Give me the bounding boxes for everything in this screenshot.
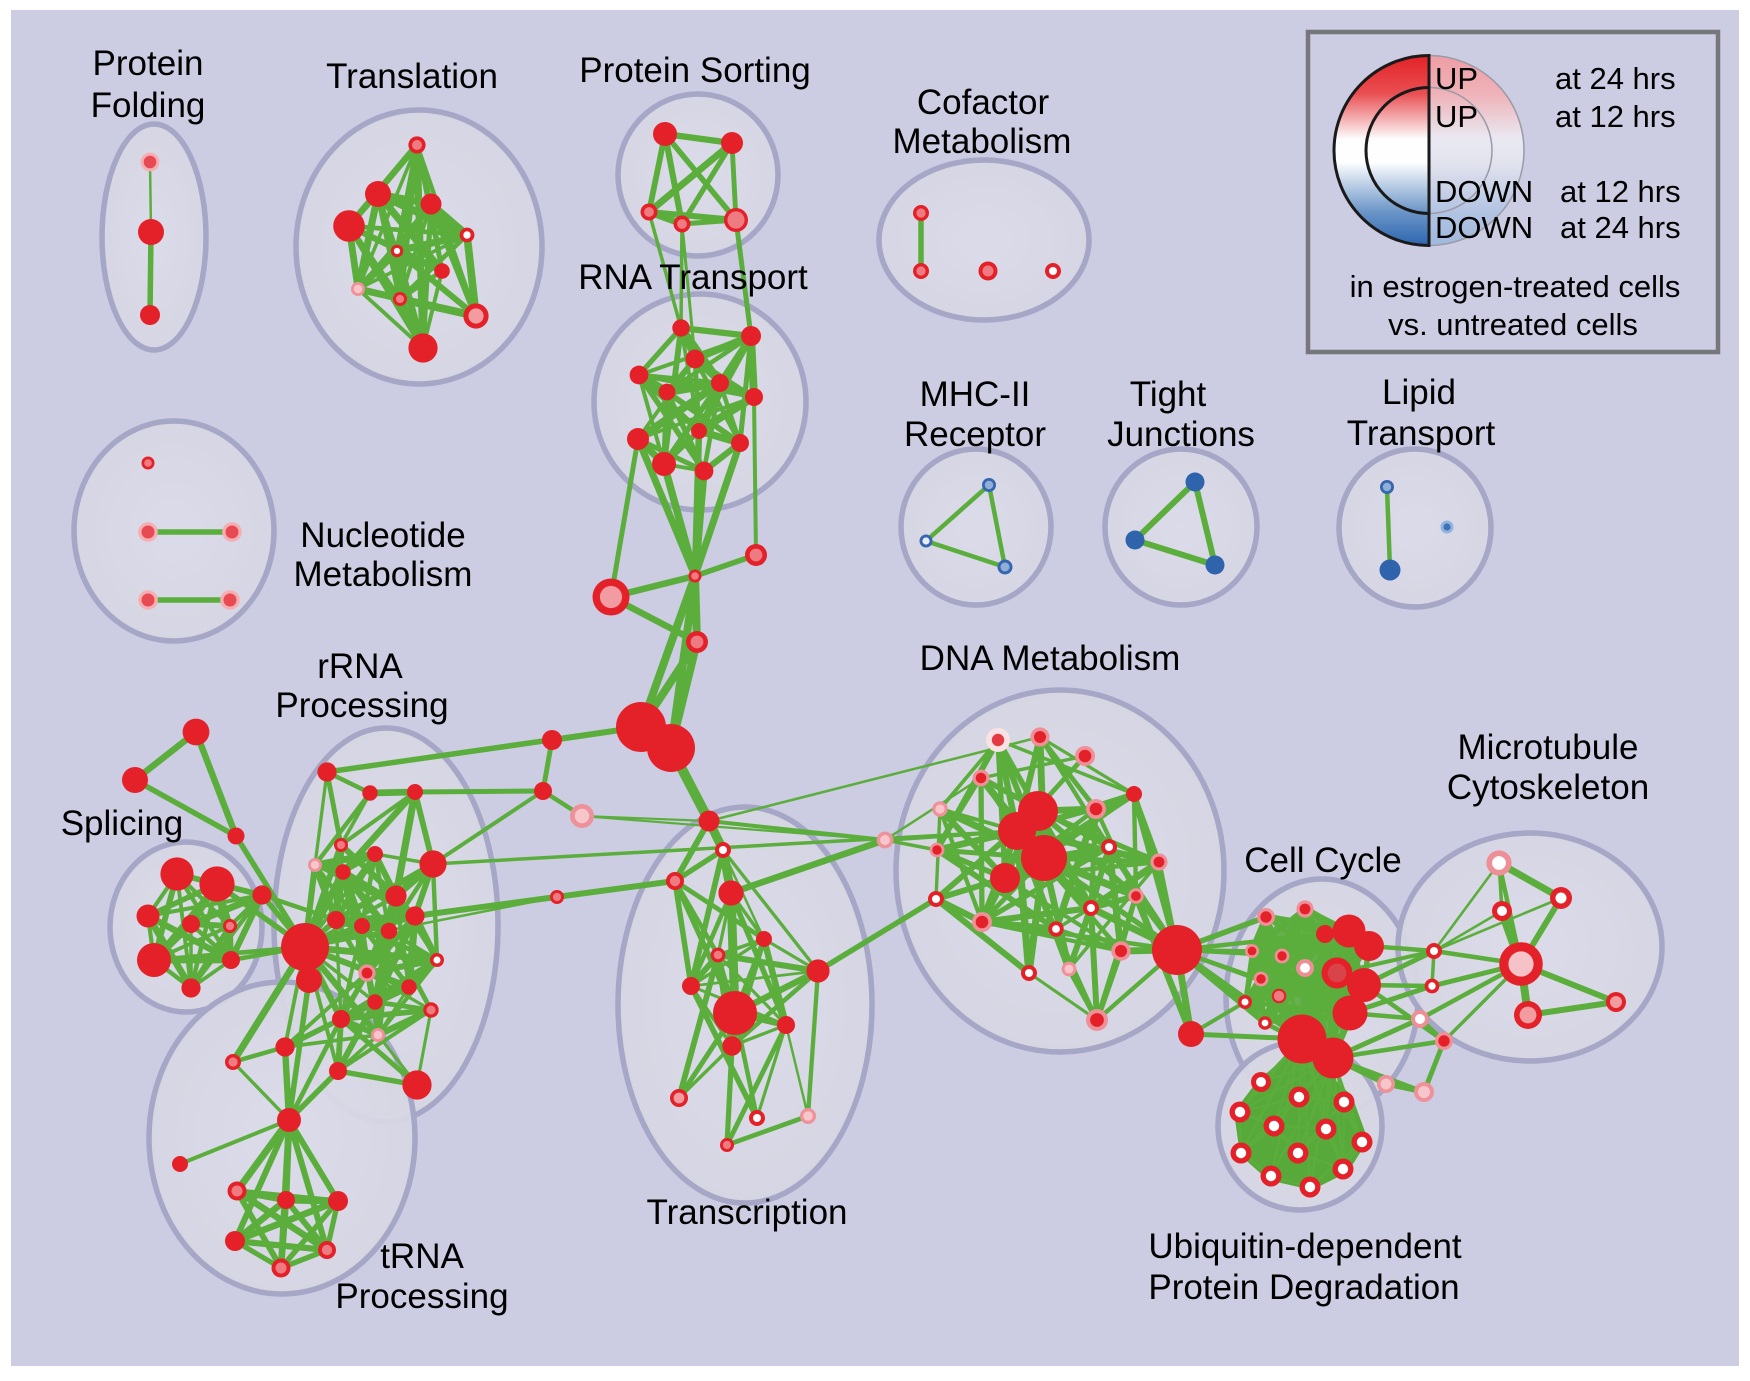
svg-text:DOWN: DOWN — [1435, 174, 1533, 209]
svg-text:Nucleotide: Nucleotide — [300, 516, 465, 555]
svg-text:at 12 hrs: at 12 hrs — [1560, 174, 1681, 209]
svg-text:Receptor: Receptor — [904, 415, 1046, 454]
svg-text:Metabolism: Metabolism — [893, 122, 1072, 161]
svg-text:Cofactor: Cofactor — [917, 83, 1050, 122]
svg-text:Transport: Transport — [1347, 414, 1496, 453]
svg-text:in estrogen-treated cells: in estrogen-treated cells — [1350, 269, 1681, 304]
svg-text:Translation: Translation — [326, 57, 498, 96]
svg-text:Cytoskeleton: Cytoskeleton — [1447, 768, 1649, 807]
svg-text:at 12 hrs: at 12 hrs — [1555, 99, 1676, 134]
svg-text:Protein: Protein — [93, 44, 204, 83]
svg-text:UP: UP — [1435, 99, 1478, 134]
svg-text:Transcription: Transcription — [647, 1193, 848, 1232]
svg-text:Cell Cycle: Cell Cycle — [1244, 841, 1402, 880]
svg-text:at 24 hrs: at 24 hrs — [1560, 210, 1681, 245]
svg-text:rRNA: rRNA — [317, 647, 403, 686]
svg-text:DOWN: DOWN — [1435, 210, 1533, 245]
svg-text:RNA Transport: RNA Transport — [578, 258, 808, 297]
svg-text:Lipid: Lipid — [1382, 373, 1456, 412]
svg-text:UP: UP — [1435, 61, 1478, 96]
svg-text:Processing: Processing — [275, 686, 448, 725]
svg-text:Junctions: Junctions — [1107, 415, 1255, 454]
svg-text:MHC-II: MHC-II — [920, 375, 1031, 414]
svg-text:tRNA: tRNA — [380, 1237, 464, 1276]
svg-text:Processing: Processing — [335, 1277, 508, 1316]
svg-text:DNA Metabolism: DNA Metabolism — [920, 639, 1181, 678]
svg-text:vs. untreated cells: vs. untreated cells — [1388, 307, 1638, 342]
svg-text:Protein Sorting: Protein Sorting — [579, 51, 811, 90]
svg-text:Folding: Folding — [91, 86, 206, 125]
svg-text:Splicing: Splicing — [61, 804, 184, 843]
svg-text:at 24 hrs: at 24 hrs — [1555, 61, 1676, 96]
svg-text:Microtubule: Microtubule — [1458, 728, 1639, 767]
svg-text:Ubiquitin-dependent: Ubiquitin-dependent — [1148, 1227, 1462, 1266]
svg-text:Tight: Tight — [1130, 375, 1207, 414]
svg-text:Metabolism: Metabolism — [294, 555, 473, 594]
svg-text:Protein Degradation: Protein Degradation — [1148, 1268, 1459, 1307]
